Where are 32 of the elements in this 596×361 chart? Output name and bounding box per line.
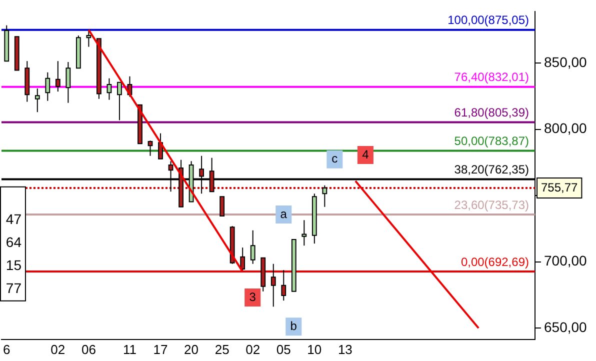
x-tick-label: 6 (3, 342, 10, 357)
x-tick-label: 13 (338, 342, 352, 357)
ref-line-label: 38,20(762,35) (454, 162, 529, 177)
x-tick-label: 05 (276, 342, 291, 357)
ref-line-label: 61,80(805,39) (454, 106, 529, 120)
x-tick-label: 10 (307, 342, 322, 357)
x-tick-label: 17 (153, 342, 168, 357)
ref-line-label: 23,60(735,73) (454, 198, 529, 212)
annotation: 3 (249, 290, 256, 304)
annotation: 77 (6, 280, 22, 296)
annotation: 64 (6, 234, 22, 250)
x-tick-label: 25 (214, 342, 230, 357)
y-tick-label: 850,00 (544, 54, 588, 70)
y-tick-label: 800,00 (544, 120, 588, 136)
ref-line-label: 755,77 (541, 180, 578, 194)
annotation: b (290, 318, 298, 333)
ref-line-label: 100,00(875,05) (448, 13, 529, 28)
y-tick-label: 700,00 (544, 252, 588, 269)
x-tick-label: 11 (122, 342, 136, 357)
x-tick-label: 02 (50, 342, 66, 357)
annotation: 4 (362, 147, 370, 162)
annotation: c (332, 152, 338, 166)
x-tick-label: 20 (184, 342, 199, 357)
annotation: 47 (6, 211, 22, 228)
ref-line-label: 76,40(832,01) (454, 70, 529, 84)
x-tick-label: 06 (81, 342, 96, 357)
ref-line-label: 0,00(692,69) (460, 254, 529, 269)
x-tick-label: 02 (246, 342, 260, 357)
annotation: a (280, 206, 288, 221)
y-tick-label: 650,00 (544, 318, 588, 335)
ref-line-label: 50,00(783,87) (454, 134, 529, 148)
annotation: 15 (6, 257, 22, 274)
